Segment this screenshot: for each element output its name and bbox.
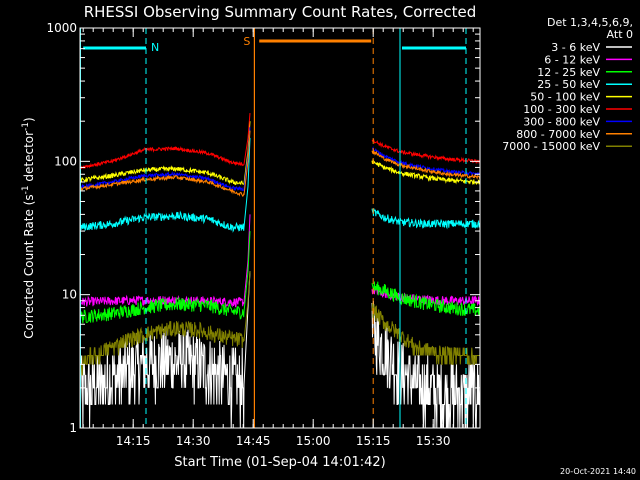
legend-entry-label: 12 - 25 keV	[537, 66, 600, 79]
series-line-0-pre	[79, 271, 251, 429]
series-line-4-pre	[79, 121, 251, 186]
series-line-7-pre	[79, 130, 251, 197]
series-line-7-post	[371, 148, 481, 180]
series-line-5-pre	[79, 113, 251, 170]
x-tick-label: 14:30	[176, 434, 211, 448]
series-line-8-post	[371, 302, 480, 365]
legend-entry-label: 3 - 6 keV	[551, 41, 600, 54]
series-line-1-pre	[79, 214, 251, 308]
chart-title: RHESSI Observing Summary Count Rates, Co…	[84, 3, 477, 21]
y-tick-label: 10	[62, 288, 77, 302]
series-line-2-post	[371, 281, 481, 316]
series-line-5-post	[371, 138, 481, 165]
x-tick-label: 15:30	[416, 434, 451, 448]
x-tick-label: 15:00	[296, 434, 331, 448]
legend-entry-label: 25 - 50 keV	[537, 78, 600, 91]
x-tick-label: 14:15	[116, 434, 151, 448]
x-axis-label: Start Time (01-Sep-04 14:01:42)	[174, 455, 385, 470]
series-line-2-pre	[79, 231, 251, 324]
series-line-0-post	[371, 300, 481, 429]
saa-label: S	[243, 35, 250, 48]
series-line-4-post	[371, 158, 481, 186]
series-line-3-pre	[79, 137, 251, 233]
legend-entry-label: 100 - 300 keV	[523, 103, 600, 116]
legend-entry-label: 300 - 800 keV	[523, 115, 600, 128]
legend-entry-label: 7000 - 15000 keV	[502, 140, 600, 153]
plot-area	[79, 113, 481, 429]
axes: 1 10 100 1000 14:15 14:30 14:45 15:00 15:15 15:30	[46, 21, 481, 448]
x-tick-label: 14:45	[236, 434, 271, 448]
series-line-3-post	[371, 208, 481, 230]
legend-header-0: Det 1,3,4,5,6,9,	[547, 16, 633, 29]
legend-entry-label: 800 - 7000 keV	[516, 128, 600, 141]
plot-frame	[79, 27, 481, 429]
y-tick-label: 1	[69, 421, 77, 435]
night-label: N	[151, 41, 159, 54]
legend-entry-label: 6 - 12 keV	[544, 53, 600, 66]
footer-timestamp: 20-Oct-2021 14:40	[560, 467, 636, 476]
y-axis-label: Corrected Count Rate (s-1 detector-1)	[21, 117, 36, 338]
y-tick-label: 1000	[46, 21, 77, 35]
legend-entry-label: 50 - 100 keV	[530, 91, 600, 104]
series-line-8-pre	[79, 271, 251, 376]
x-tick-label: 15:15	[356, 434, 391, 448]
legend-header-1: Att 0	[607, 28, 633, 41]
y-tick-label: 100	[54, 154, 77, 168]
